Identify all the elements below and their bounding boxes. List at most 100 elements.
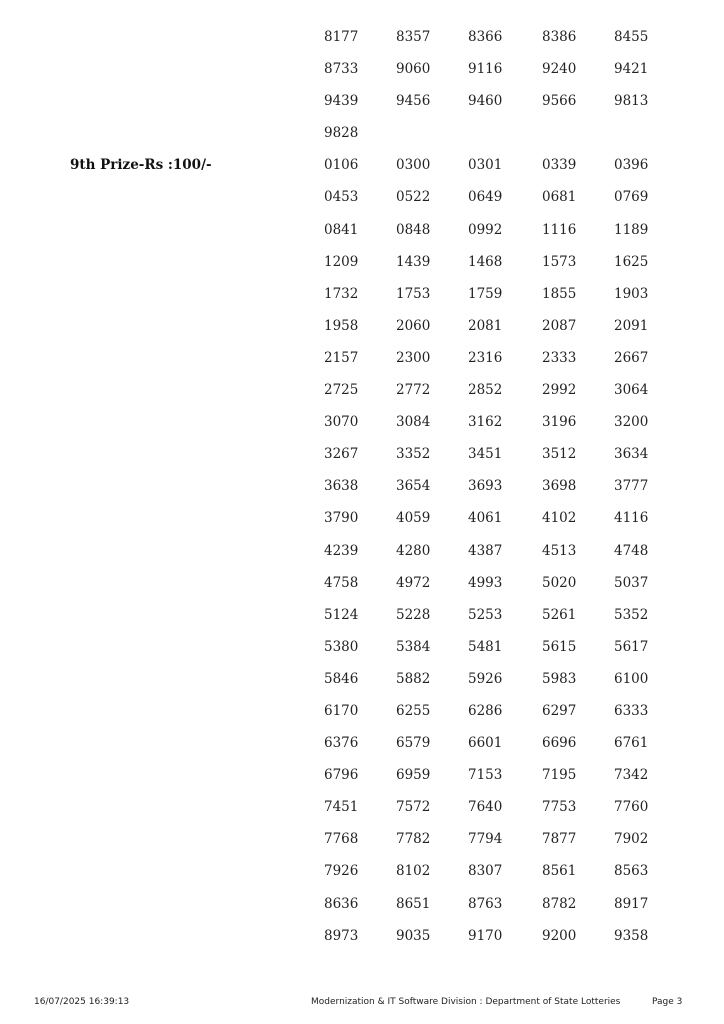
winning-number: 8455 — [614, 29, 649, 45]
winning-number: 0453 — [324, 189, 359, 206]
winning-number: 7782 — [396, 831, 431, 848]
winning-number: 1855 — [542, 285, 577, 302]
winning-number: 5983 — [542, 670, 577, 687]
winning-number: 3654 — [396, 478, 431, 495]
winning-number: 1625 — [614, 253, 649, 270]
winning-number: 7760 — [614, 799, 649, 816]
winning-number: 3512 — [542, 446, 577, 463]
winning-number: 3634 — [614, 446, 649, 463]
number-row: 2725 2772 2852 2992 3064 — [0, 374, 724, 406]
winning-number: 7768 — [324, 831, 359, 848]
number-row: 4239 4280 4387 4513 4748 — [0, 535, 724, 567]
winning-number: 4758 — [324, 574, 359, 591]
winning-number: 1439 — [396, 253, 431, 270]
winning-number: 8563 — [614, 863, 649, 880]
number-row: 9828 — [0, 117, 724, 149]
winning-number: 0396 — [614, 157, 649, 174]
winning-number: 4387 — [468, 542, 503, 559]
number-row: 5124 5228 5253 5261 5352 — [0, 599, 724, 631]
winning-number: 1759 — [468, 285, 503, 302]
winning-number: 7640 — [468, 799, 503, 816]
winning-number: 4061 — [468, 510, 503, 527]
winning-number: 8307 — [468, 863, 503, 880]
winning-number: 2300 — [396, 349, 431, 366]
winning-number: 1732 — [324, 285, 359, 302]
number-row: 0841 0848 0992 1116 1189 — [0, 214, 724, 246]
number-row: 1958 2060 2081 2087 2091 — [0, 310, 724, 342]
winning-number: 8561 — [542, 863, 577, 880]
winning-number: 2081 — [468, 317, 503, 334]
winning-number: 5615 — [542, 638, 577, 655]
number-row: 6170 6255 6286 6297 6333 — [0, 695, 724, 727]
winning-number: 2087 — [542, 317, 577, 334]
winning-number: 6255 — [396, 702, 431, 719]
winning-number: 3196 — [542, 414, 577, 431]
winning-number: 0300 — [396, 157, 431, 174]
winning-number: 7877 — [542, 831, 577, 848]
number-row: 4758 4972 4993 5020 5037 — [0, 567, 724, 599]
number-row: 7926 8102 8307 8561 8563 — [0, 855, 724, 887]
winning-number: 8651 — [396, 895, 431, 912]
winning-number: 3790 — [324, 510, 359, 527]
number-row: 0106 0300 0301 0339 0396 — [0, 149, 724, 181]
winning-number: 9060 — [396, 61, 431, 78]
winning-number: 5481 — [468, 638, 503, 655]
winning-number: 9813 — [614, 93, 649, 110]
winning-number: 2667 — [614, 349, 649, 366]
winning-number: 0841 — [324, 221, 359, 238]
winning-number: 7753 — [542, 799, 577, 816]
winning-number: 9170 — [468, 927, 503, 944]
winning-number: 9240 — [542, 61, 577, 78]
number-row: 1209 1439 1468 1573 1625 — [0, 246, 724, 278]
winning-number: 4059 — [396, 510, 431, 527]
winning-number: 7572 — [396, 799, 431, 816]
winning-number: 0522 — [396, 189, 431, 206]
winning-number: 3064 — [614, 382, 649, 399]
winning-number: 9456 — [396, 93, 431, 110]
winning-number: 2992 — [542, 382, 577, 399]
winning-number: 0992 — [468, 221, 503, 238]
winning-number: 9358 — [614, 927, 649, 944]
winning-number: 9566 — [542, 93, 577, 110]
winning-number: 3693 — [468, 478, 503, 495]
winning-number: 6796 — [324, 767, 359, 784]
winning-number: 8177 — [324, 29, 359, 45]
number-row: 1732 1753 1759 1855 1903 — [0, 278, 724, 310]
winning-number: 1209 — [324, 253, 359, 270]
number-row: 8177 8357 8366 8386 8455 — [0, 21, 724, 53]
winning-number: 4513 — [542, 542, 577, 559]
winning-number: 0339 — [542, 157, 577, 174]
winning-number: 4993 — [468, 574, 503, 591]
winning-number: 2333 — [542, 349, 577, 366]
winning-number: 4102 — [542, 510, 577, 527]
winning-number: 0649 — [468, 189, 503, 206]
prize-section: 8177 8357 8366 8386 8455 8733 9060 9116 9240 9421… — [0, 21, 724, 149]
winning-number: 2852 — [468, 382, 503, 399]
winning-number: 1903 — [614, 285, 649, 302]
winning-number: 8386 — [542, 29, 577, 45]
number-row: 8636 8651 8763 8782 8917 — [0, 888, 724, 920]
winning-number: 8782 — [542, 895, 577, 912]
winning-number: 6297 — [542, 702, 577, 719]
number-row: 9439 9456 9460 9566 9813 — [0, 85, 724, 117]
winning-number: 5228 — [396, 606, 431, 623]
footer-division: Modernization & IT Software Division : D… — [311, 997, 621, 1007]
winning-number: 3638 — [324, 478, 359, 495]
winning-number: 3070 — [324, 414, 359, 431]
winning-number: 6376 — [324, 735, 359, 752]
winning-number: 8917 — [614, 895, 649, 912]
winning-number: 6333 — [614, 702, 649, 719]
winning-number: 9035 — [396, 927, 431, 944]
winning-number: 3698 — [542, 478, 577, 495]
winning-number: 2316 — [468, 349, 503, 366]
winning-number: 6170 — [324, 702, 359, 719]
winning-number: 3084 — [396, 414, 431, 431]
winning-number: 1468 — [468, 253, 503, 270]
winning-number: 5617 — [614, 638, 649, 655]
winning-number: 0301 — [468, 157, 503, 174]
winning-number: 4116 — [614, 510, 649, 527]
winning-number: 5020 — [542, 574, 577, 591]
winning-number: 5124 — [324, 606, 359, 623]
footer-page-number: Page 3 — [652, 997, 683, 1007]
number-row: 5380 5384 5481 5615 5617 — [0, 631, 724, 663]
